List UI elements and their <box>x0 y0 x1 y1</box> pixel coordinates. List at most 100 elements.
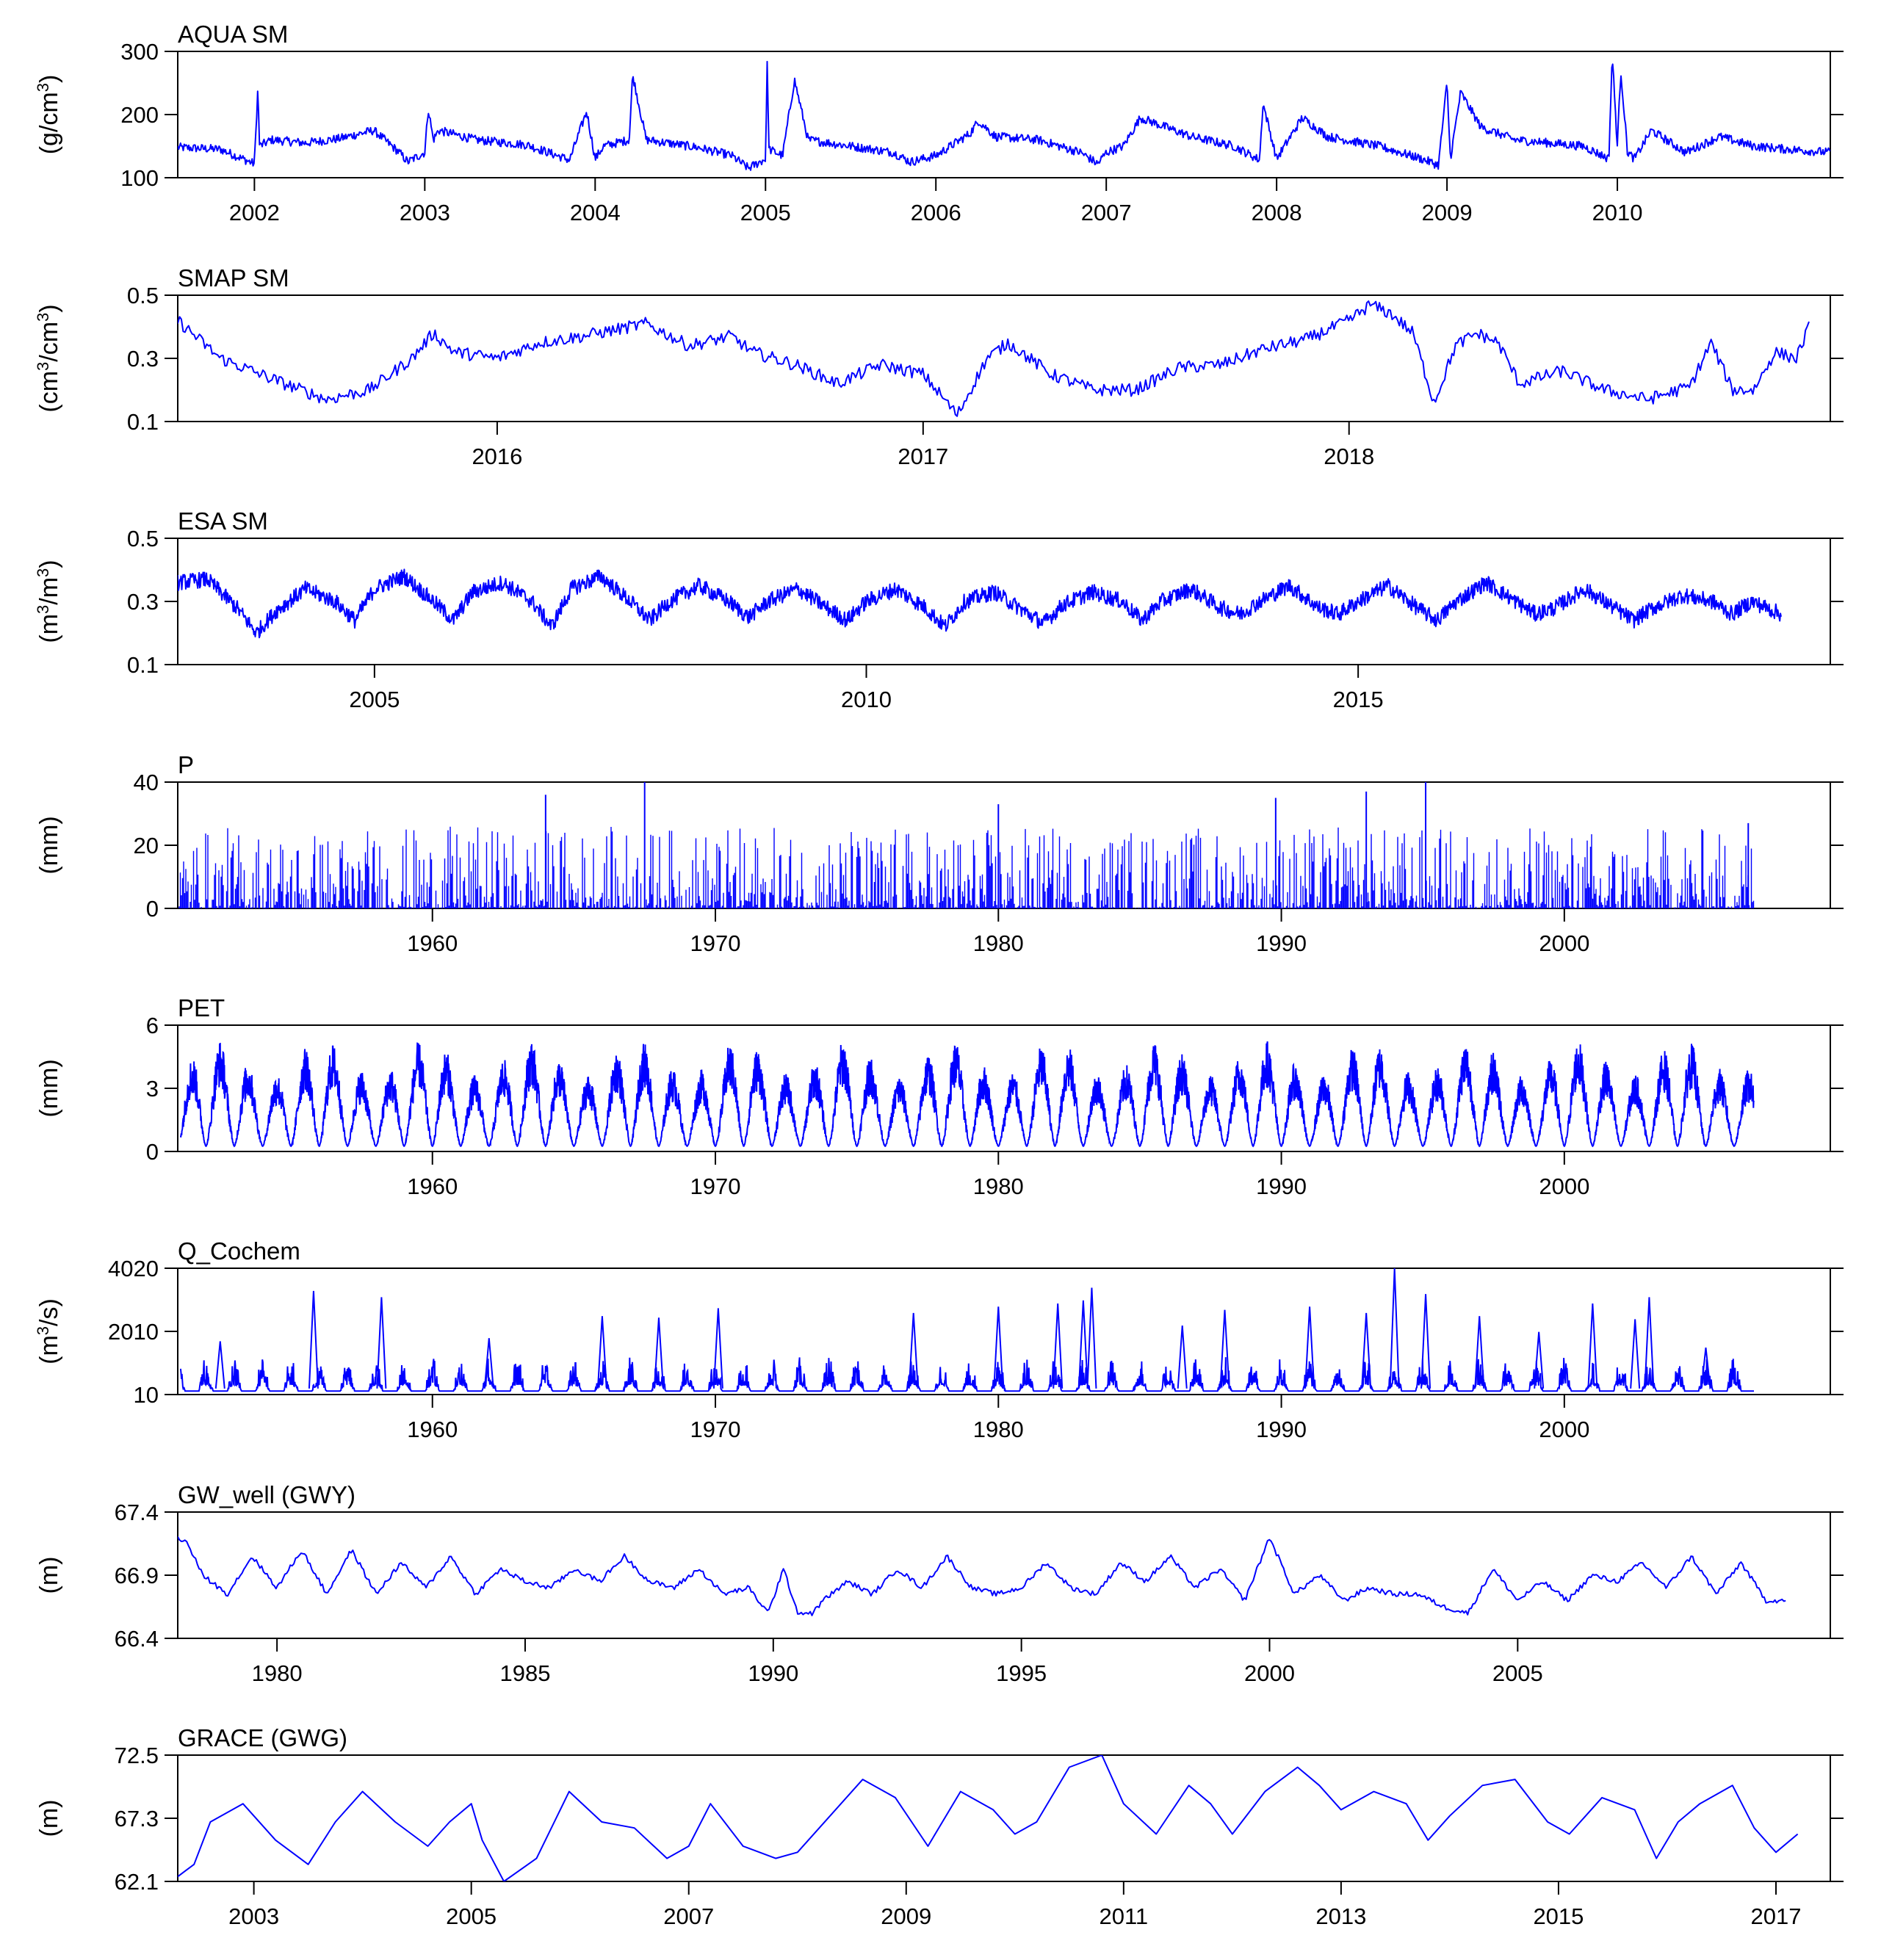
plot-frame <box>177 1268 1831 1395</box>
peak-line <box>1361 1312 1372 1389</box>
x-tick-label: 2015 <box>1333 687 1384 712</box>
x-tick-label: 2011 <box>1099 1903 1148 1929</box>
peak-line <box>1630 1319 1641 1389</box>
x-tick-label: 1985 <box>499 1660 550 1686</box>
x-tick-label: 1980 <box>252 1660 303 1686</box>
x-tick-label: 2004 <box>570 200 621 225</box>
y-tick-label: 66.4 <box>115 1626 159 1652</box>
y-axis-label: (cm3/cm3) <box>34 304 64 412</box>
peak-line <box>653 1317 664 1389</box>
data-layer <box>179 1041 1755 1148</box>
y-tick-label: 0.5 <box>127 283 159 308</box>
peak-line <box>1304 1306 1315 1389</box>
data-layer <box>178 568 1782 639</box>
plot-frame <box>177 538 1831 665</box>
panel-p: P 0 20 40 (mm) 1960 1970 1980 1990 2000 <box>35 751 1844 956</box>
x-tick-label: 1970 <box>690 1174 741 1199</box>
y-tick-label: 0 <box>146 896 159 922</box>
y-tick-label: 0 <box>146 1139 159 1165</box>
y-axis-label: (m) <box>35 1557 63 1594</box>
panel-title: AQUA SM <box>178 21 288 48</box>
y-axis-label: (m3/m3) <box>34 560 64 643</box>
x-tick-label: 2002 <box>229 200 280 225</box>
panel-aqua: AQUA SM 100 200 300 (g/cm3) 2002 2003 2004 2005 2… <box>34 21 1844 225</box>
panel-title: SMAP SM <box>178 264 289 292</box>
panel-title: P <box>178 751 194 778</box>
data-layer <box>178 1755 1799 1881</box>
panel-esa: ESA SM 0.1 0.3 0.5 (m3/m3) 2005 2010 2015 <box>34 507 1844 712</box>
plot-frame <box>177 51 1831 178</box>
peak-line <box>712 1308 723 1389</box>
y-tick-label: 0.3 <box>127 589 159 615</box>
x-tick-label: 2005 <box>1492 1660 1543 1686</box>
peak-line <box>483 1338 494 1389</box>
y-tick-label: 0.5 <box>127 526 159 552</box>
peak-line <box>596 1316 607 1389</box>
peak-line <box>1177 1325 1188 1389</box>
x-tick-label: 2009 <box>881 1903 931 1929</box>
y-tick-label: 72.5 <box>115 1743 159 1768</box>
y-axis-label: (mm) <box>35 816 63 874</box>
y-axis-label: (mm) <box>35 1059 63 1117</box>
panel-grace: GRACE (GWG) 62.1 67.3 72.5 (m) 2003 2005 2007 20… <box>35 1724 1844 1929</box>
y-tick-label: 200 <box>120 102 159 128</box>
x-tick-label: 2008 <box>1252 200 1302 225</box>
x-tick-label: 1980 <box>973 1417 1024 1442</box>
x-tick-label: 2015 <box>1533 1903 1584 1929</box>
y-tick-label: 300 <box>120 39 159 65</box>
panel-title: GRACE (GWG) <box>178 1724 347 1751</box>
x-tick-label: 1990 <box>1256 1417 1307 1442</box>
x-tick-label: 2005 <box>446 1903 497 1929</box>
x-tick-label: 2000 <box>1539 1174 1589 1199</box>
x-tick-label: 1980 <box>973 1174 1024 1199</box>
x-tick-label: 2009 <box>1422 200 1473 225</box>
peak-line <box>1644 1297 1655 1389</box>
x-tick-label: 2003 <box>400 200 450 225</box>
data-layer <box>179 1268 1754 1392</box>
peak-line <box>1587 1303 1598 1389</box>
y-tick-label: 100 <box>120 165 159 191</box>
series-bars <box>178 826 1755 908</box>
peak-line <box>908 1312 919 1389</box>
y-tick-label: 66.9 <box>115 1563 159 1588</box>
y-axis-label: (m) <box>35 1800 63 1837</box>
y-tick-label: 20 <box>134 833 159 858</box>
panel-gw: GW_well (GWY) 66.4 66.9 67.4 (m) 1980 1985 1990… <box>35 1481 1844 1686</box>
panel-pet: PET 0 3 6 (mm) 1960 1970 1980 1990 2000 <box>35 994 1844 1199</box>
series-line <box>178 568 1782 639</box>
y-tick-label: 40 <box>134 770 159 795</box>
peak-line <box>376 1297 387 1389</box>
panel-q: Q_Cochem 10 2010 4020 (m3/s) 1960 1970 1980 1990… <box>34 1237 1844 1442</box>
panel-title: Q_Cochem <box>178 1237 300 1265</box>
peak-line <box>1420 1294 1431 1389</box>
x-tick-label: 2000 <box>1244 1660 1295 1686</box>
x-tick-label: 2006 <box>911 200 961 225</box>
y-tick-label: 0.1 <box>127 409 159 435</box>
x-tick-label: 2010 <box>1592 200 1643 225</box>
plot-frame <box>177 1754 1831 1882</box>
peak-line <box>1700 1347 1711 1389</box>
series-line <box>179 1357 1754 1392</box>
panel-title: GW_well (GWY) <box>178 1481 355 1508</box>
x-tick-label: 1970 <box>690 930 741 956</box>
x-tick-label: 2000 <box>1539 1417 1589 1442</box>
peak-line <box>1389 1268 1400 1389</box>
peak-line <box>1086 1287 1097 1389</box>
x-tick-label: 2013 <box>1315 1903 1366 1929</box>
x-tick-label: 1960 <box>407 1174 458 1199</box>
series-line <box>178 1536 1786 1616</box>
y-tick-label: 10 <box>134 1382 159 1408</box>
x-tick-label: 1990 <box>748 1660 798 1686</box>
series-line <box>179 1041 1755 1148</box>
series-line <box>178 1755 1799 1881</box>
y-tick-label: 0.3 <box>127 346 159 372</box>
x-tick-label: 1990 <box>1256 930 1307 956</box>
x-tick-label: 1995 <box>996 1660 1047 1686</box>
panel-smap: SMAP SM 0.1 0.3 0.5 (cm3/cm3) 2016 2017 2018 <box>34 264 1844 469</box>
x-tick-label: 2018 <box>1324 444 1374 469</box>
x-tick-label: 2000 <box>1539 930 1589 956</box>
plot-frame <box>177 294 1831 422</box>
y-axis-label: (m3/s) <box>34 1298 64 1364</box>
x-tick-label: 2017 <box>1751 1903 1802 1929</box>
